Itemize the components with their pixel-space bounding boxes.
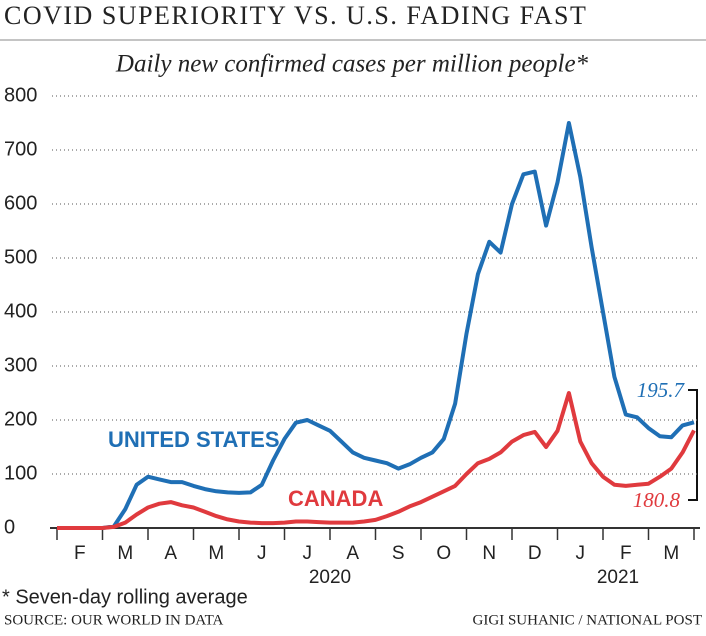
x-tick-label: M [663,543,679,564]
series-line [57,391,696,530]
bracket [688,389,698,501]
series-label: CANADA [288,486,383,511]
series-label: UNITED STATES [108,427,280,452]
y-tick-label: 200 [4,408,37,430]
x-tick-label: M [117,543,133,564]
y-tick-label: 500 [4,246,37,268]
chart-subtitle: Daily new confirmed cases per million pe… [115,51,589,78]
chart-title: COVID SUPERIORITY VS. U.S. FADING FAST [4,1,587,30]
credit: GIGI SUHANIC / NATIONAL POST [473,612,702,628]
footnote: * Seven-day rolling average [2,586,248,608]
year-label: 2021 [597,567,639,588]
x-tick-label: S [392,543,405,564]
x-tick-label: O [436,543,451,564]
end-label: 180.8 [633,488,681,512]
x-tick-label: F [620,543,632,564]
end-label: 195.7 [637,378,686,402]
x-tick-label: D [528,543,542,564]
x-tick-label: F [74,543,86,564]
y-tick-label: 600 [4,192,37,214]
source: SOURCE: OUR WORLD IN DATA [4,612,224,628]
x-tick-label: M [208,543,224,564]
y-tick-label: 0 [4,516,15,538]
x-tick-label: J [303,543,313,564]
year-label: 2020 [309,567,351,588]
x-tick-label: A [164,543,177,564]
y-tick-label: 300 [4,354,37,376]
x-tick-label: J [257,543,267,564]
y-tick-label: 100 [4,462,37,484]
x-tick-label: A [346,543,359,564]
x-tick-label: N [482,543,496,564]
series-line [57,121,695,530]
y-tick-label: 400 [4,300,37,322]
x-tick-label: J [576,543,586,564]
y-tick-label: 800 [4,84,37,106]
y-tick-label: 700 [4,138,37,160]
